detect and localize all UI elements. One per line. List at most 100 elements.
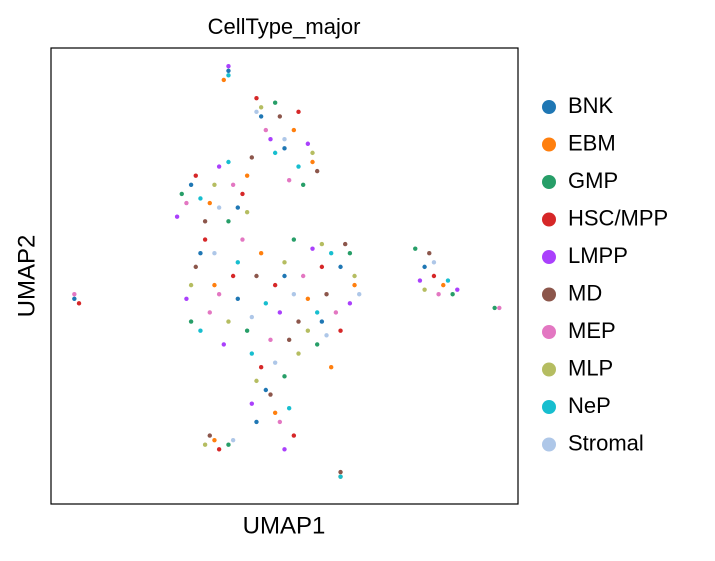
point — [338, 474, 343, 479]
point — [347, 251, 353, 256]
point — [282, 137, 287, 142]
point — [254, 273, 259, 279]
point — [249, 155, 255, 160]
point — [427, 251, 432, 256]
point — [305, 296, 311, 301]
point — [258, 251, 264, 256]
point — [235, 260, 240, 265]
point — [282, 374, 287, 379]
point — [72, 292, 77, 297]
point — [282, 273, 287, 279]
point — [310, 246, 315, 251]
point — [216, 292, 222, 297]
legend-swatch — [542, 137, 556, 152]
point — [300, 182, 306, 187]
point — [338, 469, 343, 475]
point — [258, 365, 264, 370]
point — [254, 109, 259, 115]
point — [230, 182, 236, 187]
point — [357, 292, 362, 297]
point — [254, 95, 259, 101]
point — [184, 296, 189, 301]
legend-label: MLP — [568, 355, 613, 380]
point — [291, 127, 297, 133]
point — [319, 241, 325, 247]
point — [216, 164, 222, 169]
point — [76, 301, 82, 306]
point — [329, 365, 334, 370]
point — [329, 251, 334, 256]
point — [226, 73, 231, 78]
point — [230, 273, 236, 279]
point — [352, 282, 357, 288]
legend-label: MD — [568, 280, 602, 305]
point — [179, 191, 184, 197]
point — [202, 237, 208, 242]
point — [188, 282, 194, 288]
point — [272, 282, 278, 288]
point — [422, 287, 427, 292]
point — [193, 173, 198, 178]
point — [207, 310, 212, 315]
point — [244, 209, 250, 215]
legend-label: HSC/MPP — [568, 205, 668, 230]
point — [314, 342, 320, 347]
point — [324, 333, 329, 338]
legend-label: MEP — [568, 318, 616, 343]
point — [244, 173, 250, 178]
legend-swatch — [542, 175, 556, 189]
point — [436, 292, 441, 297]
point — [226, 64, 231, 69]
point — [413, 246, 418, 251]
point — [277, 310, 283, 315]
point — [282, 447, 287, 452]
point — [422, 264, 427, 270]
point — [249, 314, 255, 320]
point — [263, 387, 269, 393]
point — [272, 100, 278, 105]
point — [254, 378, 259, 384]
point — [226, 442, 231, 447]
plot-frame — [50, 47, 519, 505]
point — [445, 278, 451, 283]
point — [286, 406, 292, 411]
point — [226, 319, 231, 324]
point — [188, 319, 194, 324]
point — [305, 141, 311, 146]
point — [174, 214, 180, 219]
point — [282, 146, 287, 151]
point — [254, 419, 259, 425]
point — [314, 310, 320, 315]
point — [249, 401, 255, 406]
point — [240, 237, 245, 242]
point — [417, 278, 423, 283]
point — [221, 77, 226, 83]
point — [333, 310, 339, 315]
point — [198, 328, 203, 333]
point — [268, 392, 273, 397]
legend-swatch — [542, 400, 556, 414]
point — [291, 292, 297, 297]
point — [226, 219, 231, 224]
point — [492, 305, 497, 311]
point — [272, 360, 278, 365]
point — [286, 337, 292, 343]
point — [184, 200, 189, 206]
point — [263, 127, 269, 133]
point — [319, 319, 325, 324]
legend-label: EBM — [568, 130, 616, 155]
point — [296, 164, 301, 169]
point — [72, 296, 77, 301]
point — [202, 219, 208, 224]
point — [314, 168, 320, 174]
point — [198, 196, 203, 201]
legend-label: BNK — [568, 93, 614, 118]
point — [188, 182, 194, 187]
point — [272, 150, 278, 156]
point — [235, 296, 240, 301]
point — [221, 342, 226, 347]
point — [268, 137, 273, 142]
legend-label: NeP — [568, 393, 611, 418]
